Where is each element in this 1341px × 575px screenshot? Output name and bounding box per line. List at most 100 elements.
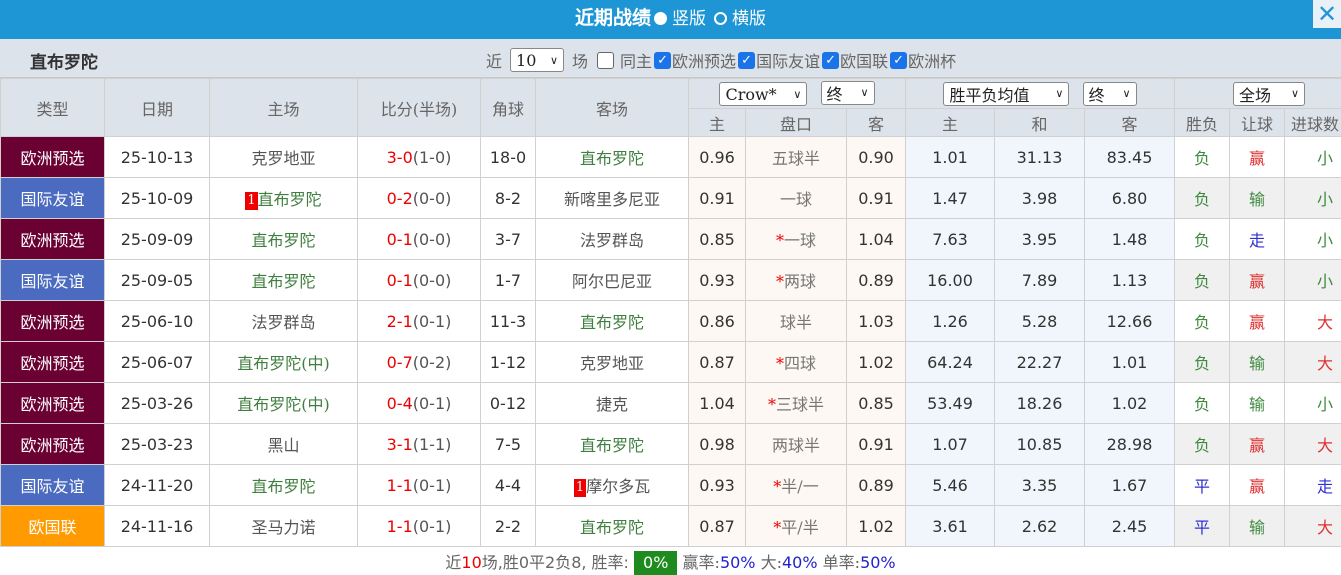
competition-checkbox[interactable]: ✓ xyxy=(654,51,672,69)
away-team[interactable]: 直布罗陀 xyxy=(535,300,689,342)
chevron-down-icon: ∨ xyxy=(1055,87,1064,100)
score: 2-1(0-1) xyxy=(357,300,481,342)
away-team[interactable]: 直布罗陀 xyxy=(535,423,689,465)
away-team[interactable]: 新喀里多尼亚 xyxy=(535,177,689,219)
corners: 2-2 xyxy=(480,505,536,547)
eu-home-odds: 1.47 xyxy=(905,177,995,219)
match-date: 25-10-09 xyxy=(104,177,210,219)
eu-type-select[interactable]: 胜平负均值 ∨ xyxy=(943,81,1070,106)
ah-stage-select[interactable]: 终 ∨ xyxy=(820,80,875,105)
header-asian-handicap: Crow* ∨ 终 ∨ xyxy=(688,78,906,109)
handicap-star-icon: * xyxy=(773,518,782,537)
radio-vertical[interactable] xyxy=(653,11,667,25)
ah-line-value: 半/一 xyxy=(781,477,819,496)
eu-stage-select[interactable]: 终 ∨ xyxy=(1082,81,1137,106)
odd-rate-value: 50% xyxy=(860,553,896,572)
competition-checkbox[interactable]: ✓ xyxy=(738,51,756,69)
eu-away-odds: 12.66 xyxy=(1083,300,1176,342)
result-handicap: 走 xyxy=(1229,218,1286,260)
full-score: 0-7 xyxy=(386,352,413,372)
ah-company-select[interactable]: Crow* ∨ xyxy=(719,82,808,107)
home-team[interactable]: 直布罗陀 xyxy=(209,218,358,260)
eu-away-odds: 1.48 xyxy=(1083,218,1176,260)
header-eu-draw: 和 xyxy=(994,108,1085,137)
score: 1-1(0-1) xyxy=(357,505,481,547)
table-row: 欧洲预选 25-10-13 克罗地亚 3-0(1-0) 18-0 直布罗陀 0.96 五球半 0… xyxy=(0,136,1341,178)
ah-home-odds: 0.93 xyxy=(688,464,746,506)
full-score: 3-0 xyxy=(386,147,413,167)
home-team-label: 直布罗陀(中) xyxy=(237,354,330,373)
home-team[interactable]: 直布罗陀 xyxy=(209,464,358,506)
home-team[interactable]: 直布罗陀(中) xyxy=(209,382,358,424)
ah-away-odds: 0.89 xyxy=(846,259,906,301)
score: 0-7(0-2) xyxy=(357,341,481,383)
competition-label: 欧国联 xyxy=(840,52,889,71)
result-handicap: 赢 xyxy=(1229,136,1286,178)
result-over-under: 大 xyxy=(1284,341,1341,383)
ah-line-value: 三球半 xyxy=(775,395,824,414)
period-select[interactable]: 全场 ∨ xyxy=(1233,81,1306,106)
away-team[interactable]: 直布罗陀 xyxy=(535,505,689,547)
close-icon[interactable]: ✕ xyxy=(1313,0,1341,28)
away-team[interactable]: 克罗地亚 xyxy=(535,341,689,383)
home-team-label: 法罗群岛 xyxy=(251,313,316,332)
away-team[interactable]: 阿尔巴尼亚 xyxy=(535,259,689,301)
ah-line: *四球 xyxy=(745,341,847,383)
away-team-label: 直布罗陀 xyxy=(579,313,644,332)
handicap-star-icon: * xyxy=(775,231,784,250)
home-team[interactable]: 圣马力诺 xyxy=(209,505,358,547)
home-team[interactable]: 法罗群岛 xyxy=(209,300,358,342)
competition-checkbox[interactable]: ✓ xyxy=(822,51,840,69)
match-table: 类型 日期 主场 比分(半场) 角球 客场 Crow* ∨ 终 ∨ 胜平负均值 ∨ 终… xyxy=(0,78,1341,547)
match-type: 欧洲预选 xyxy=(0,218,105,260)
table-row: 欧洲预选 25-09-09 直布罗陀 0-1(0-0) 3-7 法罗群岛 0.85 *一球 1.… xyxy=(0,218,1341,260)
home-team[interactable]: 直布罗陀 xyxy=(209,259,358,301)
ah-line: 一球 xyxy=(745,177,847,219)
radio-horizontal[interactable] xyxy=(714,11,728,25)
radio-vertical-label[interactable]: 竖版 xyxy=(671,9,706,29)
result-wl: 负 xyxy=(1174,341,1231,383)
chevron-down-icon: ∨ xyxy=(860,86,869,100)
score: 0-4(0-1) xyxy=(357,382,481,424)
home-team[interactable]: 1 直布罗陀 xyxy=(209,177,358,219)
home-team[interactable]: 黑山 xyxy=(209,423,358,465)
eu-draw-odds: 3.35 xyxy=(994,464,1085,506)
result-over-under: 小 xyxy=(1284,259,1341,301)
half-score: (0-0) xyxy=(412,229,452,249)
red-card-badge: 1 xyxy=(573,479,587,497)
radio-horizontal-label[interactable]: 横版 xyxy=(732,9,767,29)
ah-line-value: 一球 xyxy=(783,231,816,250)
ah-line-value: 四球 xyxy=(783,354,816,373)
eu-draw-odds: 22.27 xyxy=(994,341,1085,383)
away-team-label: 直布罗陀 xyxy=(579,518,644,537)
table-row: 国际友谊 25-10-09 1 直布罗陀 0-2(0-0) 8-2 新喀里多尼亚 0.91 一球… xyxy=(0,177,1341,219)
over-rate-value: 40% xyxy=(782,553,818,572)
home-team[interactable]: 克罗地亚 xyxy=(209,136,358,178)
competition-label: 欧洲预选 xyxy=(672,52,737,71)
chevron-down-icon: ∨ xyxy=(1290,87,1300,100)
away-team[interactable]: 直布罗陀 xyxy=(535,136,689,178)
eu-home-odds: 7.63 xyxy=(905,218,995,260)
corners: 7-5 xyxy=(480,423,536,465)
match-date: 25-03-26 xyxy=(104,382,210,424)
eu-home-odds: 5.46 xyxy=(905,464,995,506)
eu-type-value: 胜平负均值 xyxy=(949,85,1030,105)
corners: 8-2 xyxy=(480,177,536,219)
same-home-checkbox[interactable] xyxy=(597,51,615,69)
handicap-star-icon: * xyxy=(767,395,776,414)
competition-checkbox[interactable]: ✓ xyxy=(890,51,908,69)
header-type: 类型 xyxy=(0,78,105,137)
chevron-down-icon: ∨ xyxy=(549,53,559,67)
away-team[interactable]: 1 摩尔多瓦 xyxy=(535,464,689,506)
match-count-select[interactable]: 10 ∨ xyxy=(510,48,565,72)
competition-label: 欧洲杯 xyxy=(908,52,957,71)
ah-away-odds: 1.02 xyxy=(846,505,906,547)
away-team[interactable]: 法罗群岛 xyxy=(535,218,689,260)
score: 0-1(0-0) xyxy=(357,259,481,301)
summary-count: 10 xyxy=(461,553,482,572)
win-rate-badge: 0% xyxy=(634,551,678,575)
period-value: 全场 xyxy=(1239,85,1272,105)
ah-line-value: 两球半 xyxy=(771,436,820,455)
home-team[interactable]: 直布罗陀(中) xyxy=(209,341,358,383)
away-team[interactable]: 捷克 xyxy=(535,382,689,424)
